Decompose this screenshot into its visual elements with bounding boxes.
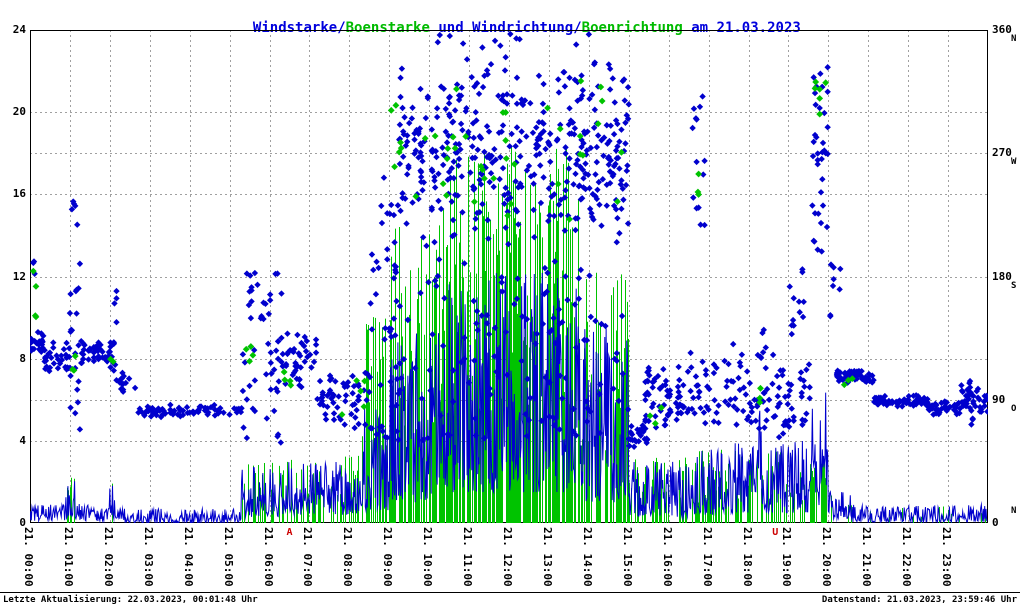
y-left-tick-label: 12 bbox=[12, 269, 26, 283]
sunset-marker: U bbox=[772, 527, 779, 538]
x-tick-label: 21. 01:00 bbox=[61, 527, 75, 587]
chart-canvas bbox=[30, 30, 988, 523]
data-timestamp-text: Datenstand: 21.03.2023, 23:59:46 Uhr bbox=[821, 595, 1017, 605]
compass-label: W bbox=[1011, 157, 1017, 168]
x-tick-label: 21. 11:00 bbox=[461, 527, 475, 587]
y-right-tick-label: 0 bbox=[992, 516, 999, 529]
sunrise-marker: A bbox=[286, 527, 293, 538]
x-tick-label: 21. 20:00 bbox=[820, 527, 834, 587]
y-right-tick-label: 360 bbox=[992, 23, 1012, 36]
x-tick-label: 21. 07:00 bbox=[301, 527, 315, 587]
plot-area bbox=[30, 30, 988, 523]
x-tick-label: 21. 19:00 bbox=[780, 527, 794, 587]
compass-label: N bbox=[1011, 506, 1017, 516]
x-tick-label: 21. 04:00 bbox=[181, 527, 195, 587]
x-tick-label: 21. 17:00 bbox=[700, 527, 714, 587]
x-tick-label: 21. 15:00 bbox=[620, 527, 634, 587]
x-tick-label: 21. 03:00 bbox=[141, 527, 155, 587]
x-tick-label: 21. 08:00 bbox=[341, 527, 355, 587]
x-tick-label: 21. 02:00 bbox=[101, 527, 115, 587]
x-tick-label: 21. 18:00 bbox=[740, 527, 754, 587]
status-bar: Letzte Aktualisierung: 22.03.2023, 00:01… bbox=[0, 592, 1020, 606]
x-tick-label: 21. 21:00 bbox=[860, 527, 874, 587]
y-left-tick-label: 0 bbox=[19, 516, 26, 529]
last-update-text: Letzte Aktualisierung: 22.03.2023, 00:01… bbox=[3, 595, 258, 605]
x-tick-label: 21. 12:00 bbox=[501, 527, 514, 587]
x-tick-label: 21. 09:00 bbox=[381, 527, 395, 587]
compass-label: O bbox=[1011, 403, 1017, 414]
y-right-tick-label: 180 bbox=[992, 269, 1012, 283]
x-tick-label: 21. 14:00 bbox=[580, 527, 594, 587]
x-tick-label: 21. 06:00 bbox=[261, 527, 275, 587]
x-tick-label: 21. 05:00 bbox=[221, 527, 235, 587]
y-left-tick-label: 8 bbox=[19, 351, 26, 365]
y-left-tick-label: 4 bbox=[19, 433, 26, 447]
x-tick-label: 21. 23:00 bbox=[940, 527, 954, 587]
compass-label: S bbox=[1011, 280, 1017, 291]
x-tick-label: 21. 16:00 bbox=[660, 527, 674, 587]
y-left-tick-label: 20 bbox=[12, 105, 26, 119]
x-tick-label: 21. 22:00 bbox=[900, 527, 914, 587]
x-tick-label: 21. 10:00 bbox=[421, 527, 435, 587]
compass-label: N bbox=[1011, 34, 1017, 44]
y-right-tick-label: 90 bbox=[992, 392, 1006, 406]
y-left-tick-label: 24 bbox=[12, 23, 26, 36]
x-tick-label: 21. 00:00 bbox=[22, 527, 35, 587]
y-left-tick-label: 16 bbox=[12, 187, 26, 201]
x-tick-label: 21. 13:00 bbox=[540, 527, 554, 587]
y-right-tick-label: 270 bbox=[992, 146, 1012, 160]
